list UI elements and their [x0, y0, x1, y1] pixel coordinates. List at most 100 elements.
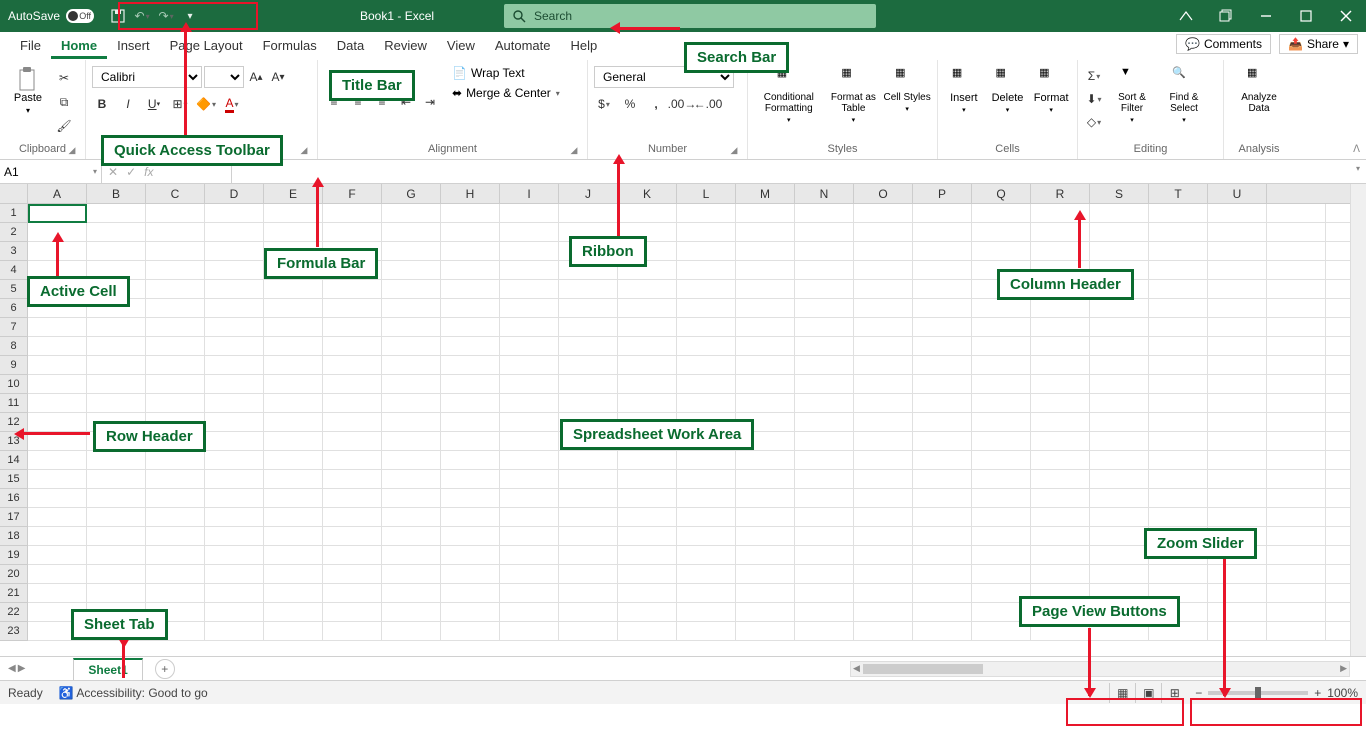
- cell[interactable]: [382, 242, 441, 261]
- cell[interactable]: [1267, 432, 1326, 451]
- increase-indent-icon[interactable]: ⇥: [420, 92, 440, 112]
- cell[interactable]: [1208, 375, 1267, 394]
- cell[interactable]: [28, 356, 87, 375]
- cell[interactable]: [559, 204, 618, 223]
- cell[interactable]: [1149, 280, 1208, 299]
- increase-font-icon[interactable]: A▴: [246, 67, 266, 87]
- cell[interactable]: [382, 337, 441, 356]
- cell[interactable]: [1267, 546, 1326, 565]
- name-box[interactable]: A1▾: [0, 160, 102, 183]
- cell[interactable]: [677, 527, 736, 546]
- cell[interactable]: [382, 432, 441, 451]
- column-header-P[interactable]: P: [913, 184, 972, 203]
- row-header-11[interactable]: 11: [0, 394, 27, 413]
- cell[interactable]: [1267, 489, 1326, 508]
- cell[interactable]: [618, 565, 677, 584]
- cell[interactable]: [500, 451, 559, 470]
- cell[interactable]: [323, 375, 382, 394]
- cell[interactable]: [913, 527, 972, 546]
- cell[interactable]: [854, 470, 913, 489]
- cell[interactable]: [205, 299, 264, 318]
- cell[interactable]: [1031, 470, 1090, 489]
- cell[interactable]: [87, 527, 146, 546]
- cell[interactable]: [146, 261, 205, 280]
- cell[interactable]: [736, 489, 795, 508]
- cell[interactable]: [146, 489, 205, 508]
- cell[interactable]: [736, 223, 795, 242]
- cell[interactable]: [441, 527, 500, 546]
- cell[interactable]: [736, 584, 795, 603]
- column-header-T[interactable]: T: [1149, 184, 1208, 203]
- cell[interactable]: [441, 394, 500, 413]
- cell[interactable]: [559, 451, 618, 470]
- wrap-text-button[interactable]: 📄 Wrap Text: [452, 66, 560, 80]
- decrease-decimal-icon[interactable]: ←.00: [698, 94, 718, 114]
- cell[interactable]: [28, 470, 87, 489]
- cell[interactable]: [795, 489, 854, 508]
- row-header-7[interactable]: 7: [0, 318, 27, 337]
- cell[interactable]: [441, 603, 500, 622]
- accounting-icon[interactable]: $: [594, 94, 614, 114]
- cell[interactable]: [795, 527, 854, 546]
- column-header-C[interactable]: C: [146, 184, 205, 203]
- cell[interactable]: [795, 603, 854, 622]
- cell[interactable]: [854, 527, 913, 546]
- cell[interactable]: [28, 223, 87, 242]
- cell[interactable]: [323, 565, 382, 584]
- cell[interactable]: [913, 375, 972, 394]
- cell[interactable]: [559, 527, 618, 546]
- cell[interactable]: [205, 603, 264, 622]
- cell[interactable]: [382, 223, 441, 242]
- cell[interactable]: [972, 546, 1031, 565]
- cell[interactable]: [913, 337, 972, 356]
- cell[interactable]: [323, 299, 382, 318]
- cell[interactable]: [1031, 451, 1090, 470]
- cell[interactable]: [441, 413, 500, 432]
- cell[interactable]: [205, 546, 264, 565]
- column-header-I[interactable]: I: [500, 184, 559, 203]
- cell[interactable]: [1031, 432, 1090, 451]
- cell[interactable]: [28, 565, 87, 584]
- column-header-D[interactable]: D: [205, 184, 264, 203]
- cell[interactable]: [382, 622, 441, 641]
- cell[interactable]: [972, 527, 1031, 546]
- cell[interactable]: [736, 470, 795, 489]
- toggle-switch[interactable]: Off: [66, 9, 94, 23]
- cell[interactable]: [559, 299, 618, 318]
- cell[interactable]: [28, 489, 87, 508]
- cell[interactable]: [736, 356, 795, 375]
- formula-input[interactable]: [232, 160, 1350, 183]
- cell[interactable]: [1149, 489, 1208, 508]
- cell[interactable]: [854, 375, 913, 394]
- cell[interactable]: [559, 508, 618, 527]
- cell[interactable]: [972, 337, 1031, 356]
- cell[interactable]: [382, 565, 441, 584]
- cell[interactable]: [1090, 527, 1149, 546]
- cell[interactable]: [382, 261, 441, 280]
- cell[interactable]: [323, 432, 382, 451]
- cell[interactable]: [1149, 242, 1208, 261]
- cell[interactable]: [87, 318, 146, 337]
- cell[interactable]: [854, 603, 913, 622]
- cell[interactable]: [854, 432, 913, 451]
- cell[interactable]: [1149, 451, 1208, 470]
- cell[interactable]: [382, 204, 441, 223]
- tab-review[interactable]: Review: [374, 34, 437, 59]
- cell[interactable]: [500, 470, 559, 489]
- cell[interactable]: [146, 242, 205, 261]
- column-header-N[interactable]: N: [795, 184, 854, 203]
- cell[interactable]: [323, 413, 382, 432]
- cell[interactable]: [913, 584, 972, 603]
- cell[interactable]: [28, 375, 87, 394]
- cell[interactable]: [913, 546, 972, 565]
- cell[interactable]: [382, 318, 441, 337]
- cell[interactable]: [382, 546, 441, 565]
- cell[interactable]: [146, 318, 205, 337]
- zoom-out-button[interactable]: −: [1195, 686, 1202, 700]
- cell[interactable]: [1149, 318, 1208, 337]
- cell[interactable]: [1267, 242, 1326, 261]
- cell[interactable]: [1267, 204, 1326, 223]
- cell[interactable]: [87, 242, 146, 261]
- cell[interactable]: [1267, 280, 1326, 299]
- cell[interactable]: [28, 318, 87, 337]
